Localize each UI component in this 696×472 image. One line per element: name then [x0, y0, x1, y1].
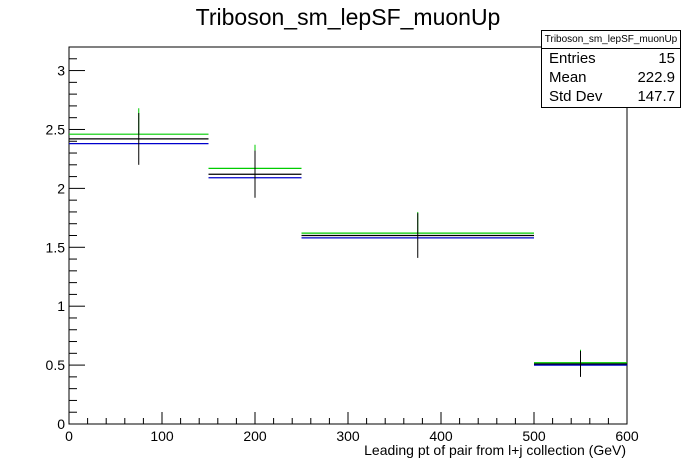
stats-box: Triboson_sm_lepSF_muonUp Entries 15 Mean…: [541, 30, 681, 108]
stats-row-mean: Mean 222.9: [542, 68, 680, 87]
stats-box-name: Triboson_sm_lepSF_muonUp: [542, 31, 680, 49]
y-tick-label: 3: [57, 63, 65, 79]
stats-label: Std Dev: [549, 88, 603, 105]
x-axis-label: Leading pt of pair from l+j collection (…: [364, 442, 626, 458]
x-tick-label: 300: [336, 428, 360, 444]
axes: 0 0.5 1 1.5 2 2.5 3 0 100 200 300 400 500 600: [46, 46, 639, 444]
stats-label: Entries: [549, 50, 596, 67]
y-tick-label: 1.5: [46, 239, 66, 255]
stats-label: Mean: [549, 69, 587, 86]
y-tick-label: 1: [57, 298, 65, 314]
x-tick-label: 200: [243, 428, 267, 444]
histogram-marks: [69, 108, 627, 377]
x-tick-label: 500: [522, 428, 546, 444]
chart-title: Triboson_sm_lepSF_muonUp: [195, 4, 501, 30]
x-tick-label: 600: [615, 428, 639, 444]
x-tick-label: 100: [150, 428, 174, 444]
stats-row-stddev: Std Dev 147.7: [542, 87, 680, 106]
y-tick-label: 0: [57, 416, 65, 432]
stats-value: 222.9: [637, 69, 675, 86]
x-tick-label: 0: [65, 428, 73, 444]
stats-value: 15: [658, 50, 675, 67]
stats-row-entries: Entries 15: [542, 49, 680, 68]
y-tick-label: 2.5: [46, 121, 66, 137]
y-tick-label: 2: [57, 180, 65, 196]
stats-value: 147.7: [637, 88, 675, 105]
y-tick-label: 0.5: [46, 357, 66, 373]
x-tick-label: 400: [429, 428, 453, 444]
